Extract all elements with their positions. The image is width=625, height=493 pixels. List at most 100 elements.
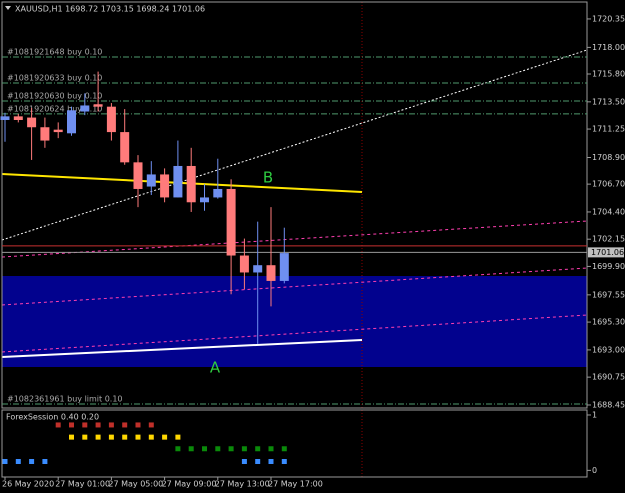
menu-arrow[interactable] (5, 6, 11, 10)
session-dot (215, 446, 221, 452)
session-dot (148, 422, 154, 428)
x-tick-label: 27 May 13:00 (215, 480, 270, 489)
session-dot (69, 422, 74, 428)
candle-body (106, 106, 116, 133)
session-dot (188, 446, 194, 452)
session-dot (42, 458, 48, 464)
candle-body (253, 265, 263, 273)
trendline (1, 339, 363, 358)
channel-line (1, 220, 588, 258)
candle-body (213, 188, 223, 198)
x-tick-label: 27 May 09:00 (162, 480, 217, 489)
candle-body (200, 197, 209, 203)
candle-body (13, 116, 23, 120)
annotation: B (263, 169, 273, 187)
annotation: A (210, 359, 221, 377)
main-frame (1, 1, 588, 409)
bid-label: 1701.06 (591, 248, 624, 257)
chart-header: XAUUSD,H1 1698.72 1703.15 1698.24 1701.0… (15, 5, 205, 14)
y-tick-label: 1690.75 (592, 373, 625, 382)
y-tick-label: 1693.00 (592, 345, 625, 354)
trendline (1, 49, 588, 241)
session-dot (29, 458, 35, 464)
indicator-tick-label: 0 (592, 466, 597, 475)
y-tick-label: 1695.30 (592, 318, 625, 327)
y-tick-label: 1702.15 (592, 235, 625, 244)
session-dot (95, 434, 101, 440)
candle-body (186, 165, 196, 203)
session-dot (122, 422, 128, 428)
candle-body (80, 105, 90, 112)
y-tick-label: 1711.25 (592, 125, 625, 134)
session-dot (2, 458, 8, 464)
indicator-tick-label: 1 (592, 410, 597, 419)
order-label: #1081920624 buy 0.10 (7, 104, 102, 113)
candle-body (40, 127, 50, 141)
candle-body (27, 117, 37, 128)
session-dot (241, 458, 247, 464)
session-dot (135, 434, 141, 440)
candle-body (120, 132, 130, 163)
bid-tag (588, 247, 624, 258)
candle-body (226, 188, 236, 256)
y-tick-label: 1706.70 (592, 180, 625, 189)
channel-line (1, 314, 588, 353)
x-tick-label: 27 May 17:00 (268, 480, 323, 489)
order-label: #1082361961 buy limit 0.10 (7, 395, 123, 404)
candle-body (133, 162, 143, 189)
session-dot (82, 434, 88, 440)
candle-body (53, 129, 63, 133)
candle-body (146, 174, 156, 187)
candle-body (266, 265, 276, 281)
session-dot (122, 434, 128, 440)
x-tick-label: 27 May 01:00 (55, 480, 110, 489)
session-dot (268, 446, 274, 452)
session-dot (82, 422, 88, 428)
session-dot (135, 422, 141, 428)
y-tick-label: 1713.50 (592, 97, 625, 106)
session-dot (255, 458, 261, 464)
session-dot (95, 422, 101, 428)
candle-body (67, 110, 76, 134)
session-dot (281, 446, 287, 452)
session-dot (108, 422, 114, 428)
session-dot (228, 446, 234, 452)
indicator-frame (1, 409, 588, 478)
session-dot (148, 434, 154, 440)
indicator-title: ForexSession 0.40 0.20 (6, 413, 99, 422)
session-dot (108, 434, 114, 440)
candle-body (173, 165, 183, 198)
session-dot (175, 434, 181, 440)
session-dot (15, 458, 21, 464)
order-label: #1081920630 buy 0.10 (7, 91, 102, 100)
y-tick-label: 1718.00 (592, 43, 625, 52)
session-dot (162, 434, 168, 440)
candle-body (160, 174, 170, 198)
candle-body (279, 253, 289, 281)
order-label: #1081921648 buy 0.10 (7, 48, 102, 57)
candle-body (0, 116, 10, 120)
y-tick-label: 1715.80 (592, 70, 625, 79)
y-tick-label: 1688.45 (592, 400, 625, 409)
order-label: #1081920633 buy 0.10 (7, 73, 102, 82)
session-dot (69, 434, 74, 440)
session-dot (175, 446, 181, 452)
session-dot (255, 446, 261, 452)
session-dot (268, 458, 274, 464)
x-tick-label: 26 May 2020 (2, 480, 54, 489)
y-tick-label: 1699.90 (592, 262, 625, 271)
session-dot (55, 422, 61, 428)
candle-body (93, 104, 103, 107)
candle-body (239, 255, 249, 273)
y-tick-label: 1697.55 (592, 290, 625, 299)
y-tick-label: 1704.40 (592, 207, 625, 216)
session-dot (202, 446, 207, 452)
x-tick-label: 27 May 05:00 (108, 480, 163, 489)
session-dot (241, 446, 247, 452)
session-dot (281, 458, 287, 464)
y-tick-label: 1720.35 (592, 14, 625, 23)
y-tick-label: 1708.90 (592, 153, 625, 162)
